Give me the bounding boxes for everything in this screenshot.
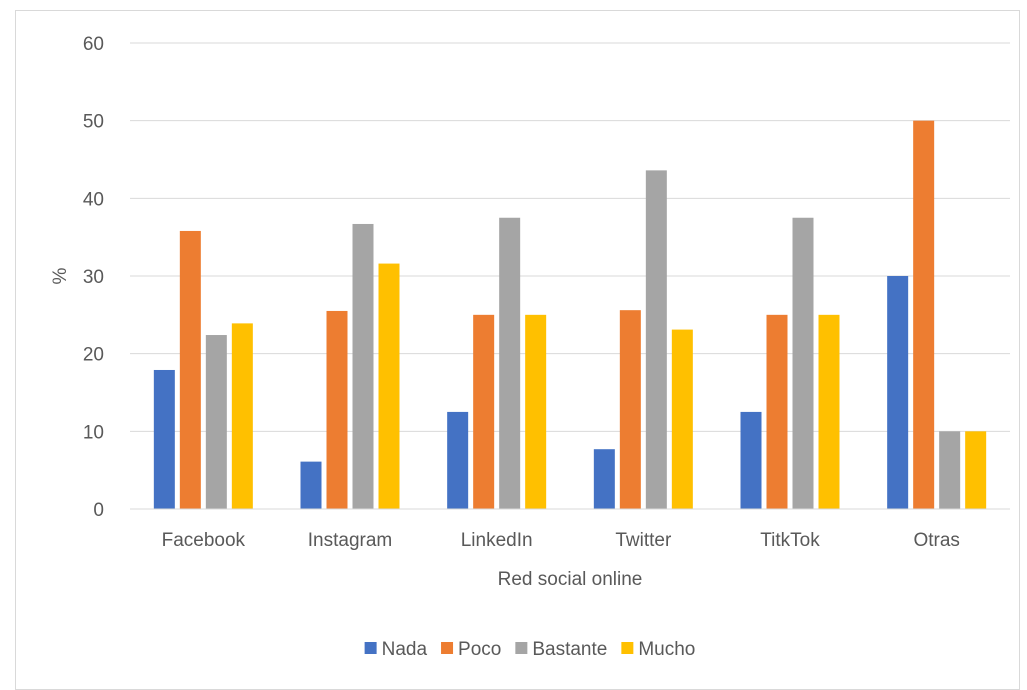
bar-poco-titktok (766, 314, 788, 509)
x-tick-label: LinkedIn (461, 530, 533, 551)
bar-poco-twitter (619, 310, 641, 509)
bar-mucho-titktok (818, 314, 840, 509)
x-tick-label: Facebook (162, 530, 246, 551)
x-tick-label: TitkTok (760, 530, 820, 551)
bar-mucho-instagram (378, 263, 400, 509)
bar-nada-linkedin (447, 411, 469, 509)
legend-swatch-bastante (515, 642, 528, 654)
bar-bastante-twitter (645, 170, 667, 509)
bar-bastante-facebook (205, 335, 227, 509)
y-tick-label: 30 (83, 267, 104, 288)
bar-bastante-instagram (352, 223, 374, 510)
x-tick-label: Twitter (615, 530, 672, 551)
legend-label-nada: Nada (382, 639, 428, 660)
bars (153, 120, 987, 510)
x-axis-label: Red social online (498, 569, 643, 590)
bar-mucho-facebook (231, 323, 253, 509)
gridlines (130, 42, 1010, 432)
legend-label-bastante: Bastante (532, 639, 607, 660)
bar-poco-facebook (179, 230, 201, 509)
bar-bastante-titktok (792, 217, 814, 509)
legend-swatch-mucho (621, 642, 634, 654)
legend-swatch-nada (364, 642, 377, 654)
y-tick-label: 0 (93, 500, 104, 521)
x-axis-ticks: Facebook Instagram LinkedIn Twitter TitkTok O… (162, 530, 960, 551)
y-tick-label: 50 (83, 112, 104, 133)
bar-nada-otras (887, 276, 909, 509)
bar-poco-linkedin (473, 314, 495, 509)
bar-bastante-linkedin (499, 217, 521, 509)
bar-bastante-otras (939, 431, 961, 509)
y-axis-ticks: 0 10 20 30 40 50 60 (83, 34, 104, 521)
legend-label-poco: Poco (458, 639, 501, 660)
x-tick-label: Otras (913, 530, 959, 551)
x-tick-label: Instagram (308, 530, 392, 551)
bar-nada-twitter (593, 449, 615, 509)
bar-mucho-otras (965, 431, 987, 509)
y-tick-label: 10 (83, 422, 104, 443)
bar-nada-instagram (300, 461, 322, 509)
bar-nada-facebook (153, 369, 175, 509)
bar-poco-otras (913, 120, 935, 510)
legend: Nada Poco Bastante Mucho (364, 639, 695, 660)
bar-mucho-twitter (671, 329, 693, 509)
y-axis-label: % (50, 267, 71, 284)
legend-swatch-poco (441, 642, 454, 654)
legend-label-mucho: Mucho (638, 639, 695, 660)
y-tick-label: 60 (83, 34, 104, 55)
y-tick-label: 20 (83, 345, 104, 366)
bar-poco-instagram (326, 310, 348, 509)
y-tick-label: 40 (83, 189, 104, 210)
bar-mucho-linkedin (525, 314, 547, 509)
bar-nada-titktok (740, 411, 762, 509)
